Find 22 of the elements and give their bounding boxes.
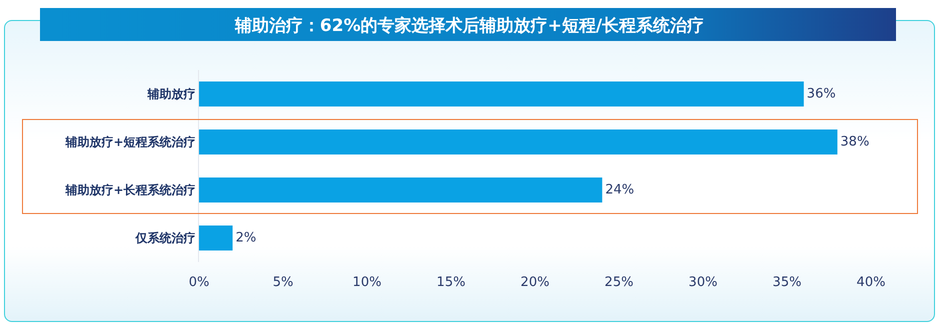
- x-tick-label: 40%: [856, 275, 886, 290]
- y-tick-label: 仅系统治疗: [134, 231, 196, 246]
- data-label: 2%: [236, 230, 256, 246]
- x-tick-label: 35%: [772, 275, 802, 290]
- bar: [199, 130, 838, 154]
- bar: [199, 82, 804, 106]
- data-label: 36%: [806, 86, 836, 102]
- x-tick-label: 20%: [520, 275, 550, 290]
- bar: [199, 226, 233, 250]
- x-tick-label: 0%: [188, 275, 210, 290]
- x-tick-label: 30%: [688, 275, 718, 290]
- data-label: 38%: [840, 134, 870, 150]
- x-tick-label: 25%: [604, 275, 634, 290]
- data-label: 24%: [605, 182, 634, 198]
- x-tick-label: 5%: [272, 275, 294, 290]
- y-tick-label: 辅助放疗+长程系统治疗: [64, 183, 196, 198]
- x-tick-label: 15%: [436, 275, 466, 290]
- y-tick-label: 辅助放疗+短程系统治疗: [64, 135, 196, 150]
- x-tick-label: 10%: [352, 275, 382, 290]
- bar: [199, 178, 602, 202]
- y-tick-label: 辅助放疗: [146, 87, 196, 102]
- chart-title: 辅助治疗：62%的专家选择术后辅助放疗+短程/长程系统治疗: [234, 16, 704, 36]
